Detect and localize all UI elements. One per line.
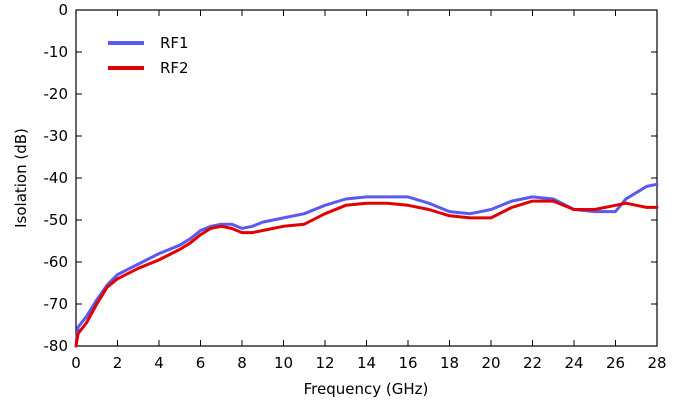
y-tick-label: -70 xyxy=(44,295,69,313)
y-tick-label: -40 xyxy=(44,169,69,187)
x-tick-label: 16 xyxy=(398,354,417,372)
x-tick-label: 8 xyxy=(237,354,247,372)
x-tick-label: 0 xyxy=(71,354,81,372)
y-tick-label: -10 xyxy=(44,43,69,61)
x-tick-label: 22 xyxy=(523,354,542,372)
legend-label-rf1: RF1 xyxy=(160,34,189,52)
x-tick-label: 12 xyxy=(315,354,334,372)
x-tick-label: 4 xyxy=(154,354,164,372)
y-axis: 0 -10 -20 -30 -40 -50 -60 -70 -80 xyxy=(44,1,657,355)
x-axis-title: Frequency (GHz) xyxy=(304,380,429,398)
legend-label-rf2: RF2 xyxy=(160,59,189,77)
series-layer xyxy=(74,182,659,348)
x-tick-label: 2 xyxy=(113,354,123,372)
y-tick-label: -80 xyxy=(44,337,69,355)
x-tick-label: 24 xyxy=(564,354,583,372)
y-tick-label: -30 xyxy=(44,127,69,145)
x-tick-label: 26 xyxy=(606,354,625,372)
y-tick-label: -60 xyxy=(44,253,69,271)
x-tick-label: 28 xyxy=(647,354,666,372)
y-tick-label: -20 xyxy=(44,85,69,103)
y-tick-label: 0 xyxy=(58,1,68,19)
x-tick-label: 18 xyxy=(440,354,459,372)
y-tick-label: -50 xyxy=(44,211,69,229)
y-axis-title: Isolation (dB) xyxy=(12,128,30,228)
x-tick-label: 14 xyxy=(357,354,376,372)
x-axis: 0 2 4 6 8 10 12 14 16 18 20 22 24 26 28 xyxy=(71,10,667,372)
x-tick-label: 10 xyxy=(274,354,293,372)
x-tick-label: 20 xyxy=(481,354,500,372)
x-tick-label: 6 xyxy=(196,354,206,372)
legend: RF1 RF2 xyxy=(108,34,189,77)
plot-area xyxy=(75,9,658,347)
series-line-rf2 xyxy=(74,199,659,348)
